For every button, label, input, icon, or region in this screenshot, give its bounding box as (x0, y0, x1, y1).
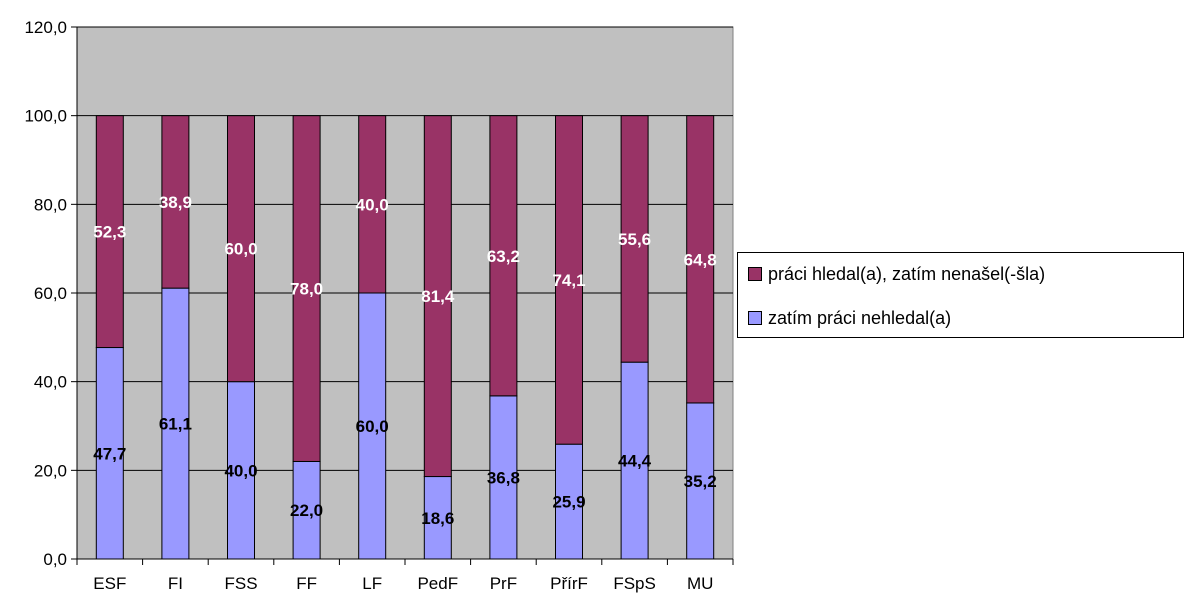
data-label: 18,6 (421, 509, 454, 528)
legend-swatch-nehledal (748, 311, 762, 325)
x-tick-label: MU (687, 574, 713, 593)
x-tick-label: PedF (417, 574, 458, 593)
x-tick-label: ESF (93, 574, 126, 593)
data-label: 25,9 (552, 493, 585, 512)
x-tick-label: FF (296, 574, 317, 593)
bar-segment-nehledal (358, 292, 387, 560)
legend-label-hledal: práci hledal(a), zatím nenašel(-šla) (768, 263, 1046, 284)
data-label: 55,6 (618, 230, 651, 249)
bar-segment-hledal (292, 115, 321, 462)
y-tick-label: 0,0 (43, 550, 67, 569)
data-label: 63,2 (487, 247, 520, 266)
data-label: 78,0 (290, 280, 323, 299)
bar-segment-nehledal (227, 381, 255, 560)
bar-segment-nehledal (95, 347, 124, 560)
bar-segment-nehledal (555, 443, 583, 560)
legend-swatch-hledal (748, 267, 762, 281)
x-tick-label: FI (168, 574, 183, 593)
bar-segment-hledal (358, 115, 387, 294)
bar-segment-hledal (620, 115, 649, 363)
data-label: 74,1 (552, 271, 585, 290)
x-tick-label: LF (362, 574, 382, 593)
bar-segment-hledal (423, 115, 452, 478)
data-label: 36,8 (487, 468, 520, 487)
bar-segment-hledal (686, 115, 715, 404)
bar-segment-hledal (555, 115, 583, 445)
bar-segment-hledal (95, 115, 124, 349)
y-tick-label: 100,0 (24, 107, 67, 126)
x-tick-label: FSS (224, 574, 257, 593)
data-label: 81,4 (421, 287, 455, 306)
data-label: 22,0 (290, 501, 323, 520)
chart-legend: práci hledal(a), zatím nenašel(-šla) zat… (737, 252, 1184, 338)
data-label: 47,7 (93, 444, 126, 463)
bar-segment-hledal (227, 115, 255, 383)
bar-segment-hledal (489, 115, 518, 397)
y-tick-label: 60,0 (34, 284, 67, 303)
bar-segment-hledal (161, 115, 190, 289)
x-tick-label: FSpS (613, 574, 656, 593)
y-tick-label: 40,0 (34, 373, 67, 392)
bar-segment-nehledal (686, 402, 715, 560)
data-label: 40,0 (224, 461, 257, 480)
data-label: 60,0 (356, 417, 389, 436)
data-label: 38,9 (159, 193, 192, 212)
y-tick-label: 80,0 (34, 195, 67, 214)
legend-item-nehledal: zatím práci nehledal(a) (748, 307, 951, 329)
x-tick-label: PrF (490, 574, 517, 593)
y-tick-label: 120,0 (24, 18, 67, 37)
legend-label-nehledal: zatím práci nehledal(a) (768, 307, 952, 328)
data-label: 61,1 (159, 415, 192, 434)
data-label: 64,8 (684, 250, 717, 269)
data-label: 44,4 (618, 452, 652, 471)
data-label: 52,3 (93, 223, 126, 242)
data-label: 40,0 (356, 195, 389, 214)
bar-segment-nehledal (292, 460, 321, 560)
legend-item-hledal: práci hledal(a), zatím nenašel(-šla) (748, 263, 1045, 285)
data-label: 60,0 (224, 240, 257, 259)
bar-segment-nehledal (489, 395, 518, 560)
x-tick-label: PřírF (550, 574, 588, 593)
y-tick-label: 20,0 (34, 461, 67, 480)
data-label: 35,2 (684, 472, 717, 491)
